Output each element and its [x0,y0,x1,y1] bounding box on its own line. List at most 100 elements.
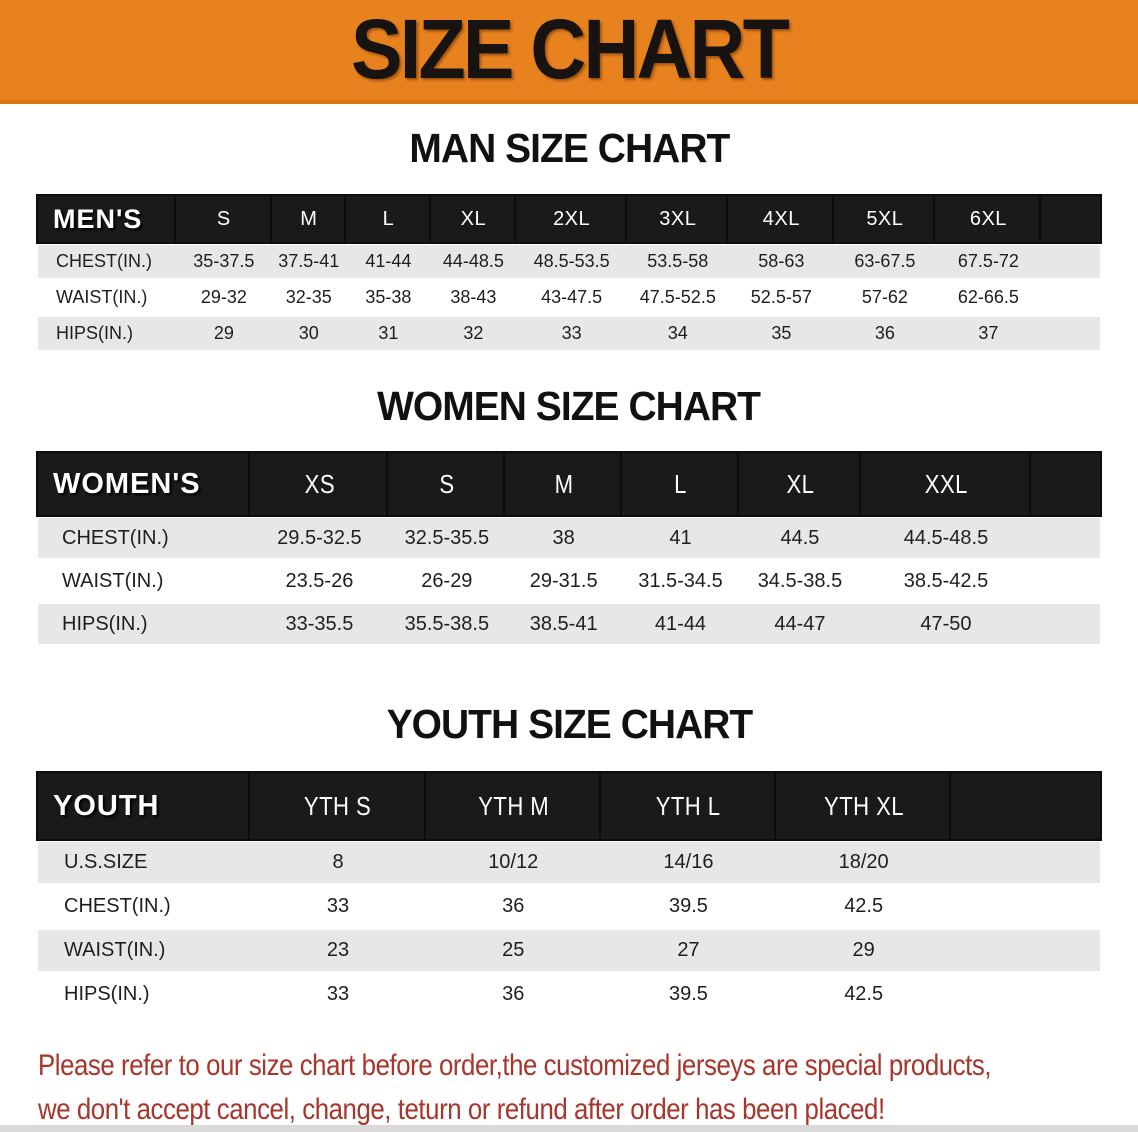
measurement-row: HIPS(IN.) 33-35.5 35.5-38.5 38.5-41 41-44 44-… [38,604,1100,644]
header-filler-cell [1041,196,1100,242]
measurement-row: WAIST(IN.) 29-32 32-35 35-38 38-43 43-47.5 47.… [38,281,1100,314]
size-value-cell: 38.5-42.5 [861,561,1031,601]
size-value-cell: 31.5-34.5 [622,561,739,601]
size-value-cell: 41-44 [345,245,431,278]
size-value-cell: 38 [505,518,623,558]
size-value-cell: 44-47 [738,604,862,644]
size-value-cell: 10/12 [425,842,601,883]
measurement-row-label: WAIST(IN.) [38,281,177,314]
size-value-cell: 41 [622,518,739,558]
size-value-cell: 44-48.5 [430,245,516,278]
size-value-cell: 32-35 [271,281,346,314]
bottom-edge-strip [0,1125,1138,1132]
size-value-cell: 44.5 [738,518,862,558]
disclaimer-line-2: we don't accept cancel, change, teturn o… [38,1093,885,1126]
size-value-cell: 67.5-72 [935,245,1042,278]
size-value-cell: 41-44 [622,604,739,644]
size-value-cell: 34 [627,317,729,350]
size-column-header: XL [786,468,814,499]
size-column-header: 2XL [553,207,591,230]
size-value-cell: 42.5 [776,974,952,1015]
size-value-cell: 36 [425,974,601,1015]
size-column-header-cell: S [388,453,506,515]
disclaimer-note: Please refer to our size chart before or… [38,1044,1100,1132]
row-filler-cell [951,974,1100,1015]
table-group-label: MEN'S [38,196,177,242]
size-column-header-cell: XXL [861,453,1031,515]
row-filler-cell [1041,317,1100,350]
men-section-title-text: MAN SIZE CHART [409,125,730,171]
table-header-row: WOMEN'S XS S M L XL XXL [38,453,1100,515]
size-value-cell: 39.5 [600,886,777,927]
banner-title: SIZE CHART [350,2,790,96]
size-value-cell: 29-31.5 [505,561,623,601]
row-filler-cell [1030,561,1100,601]
row-filler-cell [1030,518,1100,558]
size-value-cell: 36 [834,317,936,350]
measurement-row-label: HIPS(IN.) [38,604,251,644]
size-value-cell: 47-50 [861,604,1031,644]
size-column-header: M [554,468,574,499]
men-section-title: MAN SIZE CHART [0,125,1138,171]
measurement-row-label: U.S.SIZE [38,842,251,883]
size-column-header-cell: XL [738,453,862,515]
measurement-row: WAIST(IN.) 23.5-26 26-29 29-31.5 31.5-34.5 34… [38,561,1100,601]
size-value-cell: 35 [728,317,835,350]
size-value-cell: 38.5-41 [505,604,623,644]
size-value-cell: 42.5 [776,886,952,927]
size-value-cell: 37.5-41 [271,245,346,278]
measurement-row-label: CHEST(IN.) [38,886,251,927]
disclaimer-line-1: Please refer to our size chart before or… [38,1049,992,1082]
women-size-section: WOMEN SIZE CHART WOMEN'S XS S M L XL XXL CHEST(… [0,383,1138,647]
size-column-header-cell: M [271,196,346,242]
size-value-cell: 57-62 [834,281,936,314]
row-filler-cell [1030,604,1100,644]
size-column-header-cell: S [176,196,272,242]
row-filler-cell [1041,281,1100,314]
women-size-table: WOMEN'S XS S M L XL XXL CHEST(IN.) 29.5-32.5 32.5… [38,450,1100,647]
size-column-header: L [382,207,395,230]
table-header-row: YOUTH YTH S YTH M YTH L YTH XL [38,773,1100,839]
size-value-cell: 36 [425,886,601,927]
size-value-cell: 27 [600,930,777,971]
size-value-cell: 29 [776,930,952,971]
table-group-label: YOUTH [38,773,251,839]
measurement-row-label: HIPS(IN.) [38,317,177,350]
size-value-cell: 26-29 [388,561,506,601]
size-value-cell: 8 [250,842,426,883]
measurement-row-label: CHEST(IN.) [38,518,251,558]
size-column-header: YTH M [477,790,549,821]
header-filler-cell [1030,453,1100,515]
header-filler-cell [951,773,1100,839]
size-column-header: YTH XL [823,790,904,821]
size-value-cell: 32 [430,317,516,350]
size-value-cell: 33-35.5 [250,604,389,644]
measurement-row: CHEST(IN.) 33 36 39.5 42.5 [38,886,1100,927]
size-value-cell: 29.5-32.5 [250,518,389,558]
table-header-row: MEN'S S M L XL 2XL 3XL 4XL 5XL 6XL [38,196,1100,242]
size-column-header-cell: 2XL [515,196,628,242]
size-value-cell: 53.5-58 [627,245,729,278]
size-column-header-cell: 3XL [627,196,729,242]
size-column-header: YTH S [304,790,372,821]
size-value-cell: 33 [515,317,628,350]
size-column-header: S [439,468,455,499]
measurement-row-label: CHEST(IN.) [38,245,177,278]
size-column-header: 6XL [969,207,1007,230]
measurement-row: CHEST(IN.) 29.5-32.5 32.5-35.5 38 41 44.5 44.5… [38,518,1100,558]
size-column-header-cell: XL [430,196,516,242]
size-column-header-cell: 5XL [834,196,936,242]
measurement-row: CHEST(IN.) 35-37.5 37.5-41 41-44 44-48.5 48.5… [38,245,1100,278]
size-value-cell: 35-37.5 [176,245,272,278]
size-column-header: XS [304,468,335,499]
size-value-cell: 63-67.5 [834,245,936,278]
size-value-cell: 31 [345,317,431,350]
row-filler-cell [951,842,1100,883]
size-column-header-cell: XS [250,453,389,515]
size-column-header-cell: L [345,196,431,242]
row-filler-cell [1041,245,1100,278]
size-value-cell: 48.5-53.5 [515,245,628,278]
size-column-header-cell: M [505,453,623,515]
size-column-header-cell: YTH S [250,773,426,839]
size-value-cell: 52.5-57 [728,281,835,314]
